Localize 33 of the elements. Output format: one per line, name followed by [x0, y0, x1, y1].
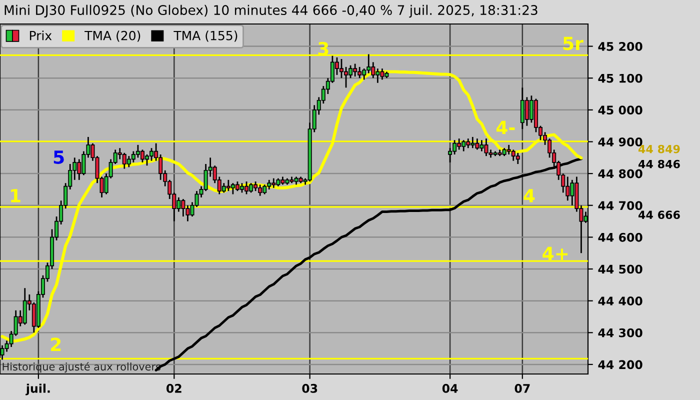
- x-tick-label: 03: [302, 384, 318, 393]
- candlestick: [448, 147, 452, 164]
- y-tick-label: 44 900: [598, 137, 642, 146]
- annotation: 1: [11, 189, 20, 202]
- x-tick-label: 07: [514, 384, 530, 393]
- y-tick-label: 45 100: [598, 74, 642, 83]
- annotation: 4-: [496, 120, 515, 134]
- y-tick-label: 44 200: [598, 360, 642, 370]
- annotation: 4: [524, 189, 535, 202]
- x-tick-label: 02: [166, 384, 182, 393]
- y-tick-label: 44 500: [598, 264, 642, 274]
- annotation: 5r: [563, 36, 584, 50]
- legend-label: Prix: [30, 30, 52, 40]
- legend-label: TMA (155): [174, 30, 238, 42]
- annotation: 2: [51, 338, 61, 351]
- y-tick-label: 44 700: [598, 201, 642, 210]
- x-tick-label: 04: [442, 384, 458, 393]
- annotation: 5: [54, 150, 64, 164]
- text: 44 846: [638, 160, 680, 168]
- y-tick-label: 44 300: [598, 328, 642, 338]
- y-tick-label: 45 200: [598, 42, 642, 51]
- text: 44 666: [638, 210, 680, 220]
- chart-title: Mini DJ30 Full0925 (No Globex) 10 minutes 44 666 -0,40 % 7 juil. 2025, 18:31:23: [4, 4, 538, 18]
- text: 44 849: [638, 144, 680, 154]
- y-tick-label: 44 400: [598, 296, 642, 306]
- y-tick-label: 44 800: [598, 169, 642, 178]
- annotation: 4+: [542, 246, 568, 260]
- y-tick-label: 44 600: [598, 232, 642, 242]
- y-tick-label: 45 000: [598, 106, 642, 115]
- candlestick: [516, 152, 520, 165]
- legend-label: TMA (20): [84, 30, 140, 42]
- x-tick-label: juil.: [26, 384, 50, 396]
- candlestick: [144, 154, 150, 166]
